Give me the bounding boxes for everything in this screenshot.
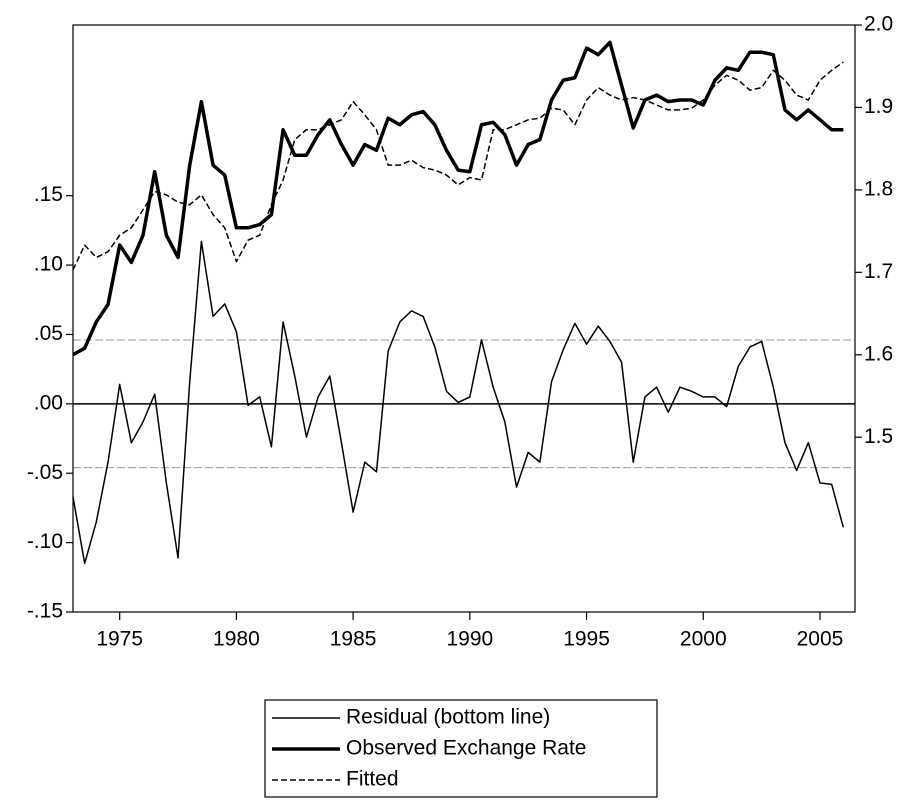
series-line xyxy=(72,40,844,357)
plot-area: -.15 -.10 -.05 .00 .05 .10 .15 1.5 1.6 1.7 1.8 1.9 2… xyxy=(27,13,893,651)
x-tick-label: 1990 xyxy=(446,628,493,651)
y-tick-label: .10 xyxy=(34,253,63,276)
y-tick-label: .00 xyxy=(34,391,63,414)
y2-tick-label: 1.7 xyxy=(864,260,893,283)
legend-label: Fitted xyxy=(346,768,399,791)
legend-label: Observed Exchange Rate xyxy=(346,737,586,760)
x-tick-label: 1980 xyxy=(213,628,260,651)
y-tick-label: .05 xyxy=(34,322,63,345)
y2-tick-label: 2.0 xyxy=(864,13,893,36)
x-tick-label: 1985 xyxy=(330,628,377,651)
y2-tick-label: 1.9 xyxy=(864,95,893,118)
y-tick-label: -.05 xyxy=(27,461,63,484)
y-tick-label: .15 xyxy=(34,183,63,206)
y2-tick-label: 1.5 xyxy=(864,425,893,448)
x-tick-label: 2000 xyxy=(680,628,727,651)
legend-label: Residual (bottom line) xyxy=(346,706,550,729)
series-line xyxy=(72,61,844,271)
x-tick-label: 1995 xyxy=(563,628,610,651)
x-tick-label: 2005 xyxy=(797,628,844,651)
x-tick-label: 1975 xyxy=(96,628,143,651)
plot-frame xyxy=(72,24,856,613)
y2-tick-label: 1.8 xyxy=(864,177,893,200)
series-line xyxy=(72,240,845,565)
y2-tick-label: 1.6 xyxy=(864,342,893,365)
y-tick-label: -.15 xyxy=(27,600,63,623)
legend-box xyxy=(264,699,658,798)
y-tick-label: -.10 xyxy=(27,530,63,553)
legend: Residual (bottom line) Observed Exchange … xyxy=(272,706,586,791)
